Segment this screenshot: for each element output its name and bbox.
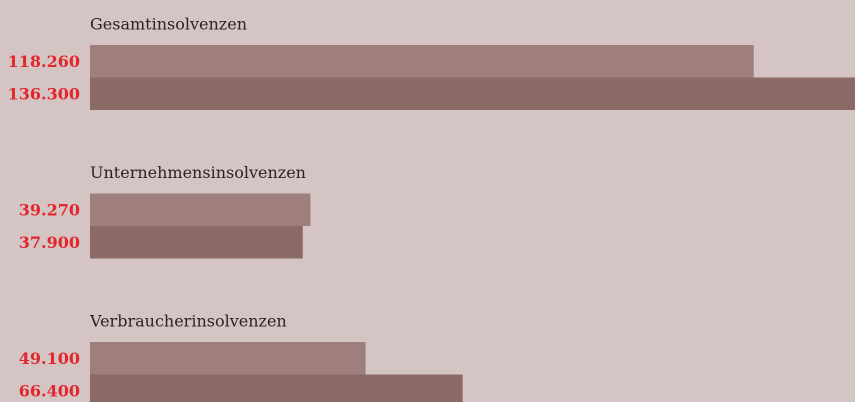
bar	[90, 45, 754, 78]
value-label: 118.260	[8, 52, 80, 71]
bar	[90, 374, 463, 402]
value-label: 39.270	[19, 200, 80, 219]
category-label: Verbraucherinsolvenzen	[89, 312, 287, 331]
value-label: 49.100	[19, 349, 80, 368]
bar	[90, 77, 855, 110]
value-label: 37.900	[19, 233, 80, 252]
value-label: 136.300	[8, 84, 80, 103]
category-label: Unternehmensinsolvenzen	[90, 163, 306, 182]
bar	[90, 342, 366, 375]
bar	[90, 226, 303, 259]
value-label: 66.400	[19, 381, 80, 400]
bar	[90, 193, 311, 226]
category-label: Gesamtinsolvenzen	[90, 15, 247, 34]
